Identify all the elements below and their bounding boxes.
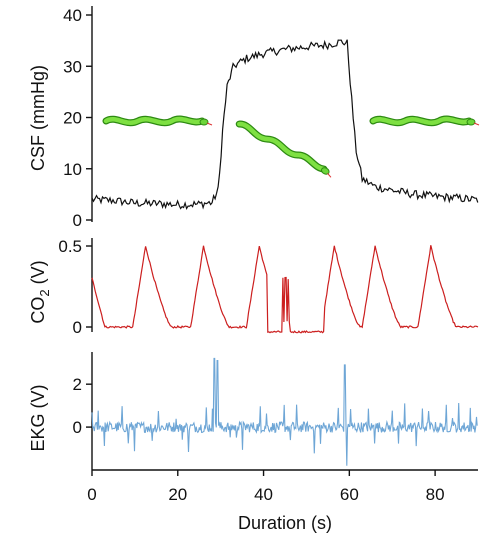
y-tick-label: 0 bbox=[73, 418, 82, 437]
ekg-y-ticks: 02 bbox=[73, 375, 92, 437]
y-tick-label: 0.5 bbox=[58, 237, 82, 256]
x-tick-label: 80 bbox=[426, 485, 445, 504]
csf-panel: 0 10 20 30 40 CSF (mmHg) bbox=[28, 6, 479, 230]
co2-ylabel: CO2 (V) bbox=[28, 260, 52, 323]
co2-ylabel-main: CO bbox=[28, 297, 48, 324]
ekg-series-line bbox=[91, 357, 478, 466]
x-axis-label: Duration (s) bbox=[238, 513, 332, 533]
x-tick-label: 0 bbox=[87, 485, 96, 504]
y-tick-label: 40 bbox=[63, 6, 82, 25]
csf-ylabel: CSF (mmHg) bbox=[28, 65, 48, 171]
y-tick-label: 20 bbox=[63, 109, 82, 128]
co2-panel: 00.5 CO2 (V) bbox=[28, 237, 479, 337]
y-tick-label: 0 bbox=[73, 318, 82, 337]
x-tick-label: 40 bbox=[254, 485, 273, 504]
snake-icon-left bbox=[102, 115, 213, 127]
csf-y-ticks: 0 10 20 30 40 bbox=[63, 6, 92, 230]
ekg-panel: 02 0 20 40 60 80 EKG (V) Duration (s) bbox=[28, 352, 478, 533]
y-tick-label: 2 bbox=[73, 375, 82, 394]
y-tick-label: 30 bbox=[63, 57, 82, 76]
x-ticks: 0 20 40 60 80 bbox=[87, 470, 445, 504]
co2-ylabel-sub: 2 bbox=[37, 289, 52, 296]
co2-y-ticks: 00.5 bbox=[58, 237, 92, 337]
csf-series-line bbox=[91, 39, 479, 210]
snake-icon-right bbox=[369, 115, 480, 127]
co2-series-line bbox=[91, 245, 479, 334]
y-tick-label: 10 bbox=[63, 160, 82, 179]
co2-ylabel-unit: (V) bbox=[28, 260, 48, 289]
snake-icon-middle bbox=[235, 120, 332, 178]
ekg-ylabel: EKG (V) bbox=[28, 384, 48, 451]
y-tick-label: 0 bbox=[73, 211, 82, 230]
x-tick-label: 60 bbox=[340, 485, 359, 504]
x-tick-label: 20 bbox=[168, 485, 187, 504]
